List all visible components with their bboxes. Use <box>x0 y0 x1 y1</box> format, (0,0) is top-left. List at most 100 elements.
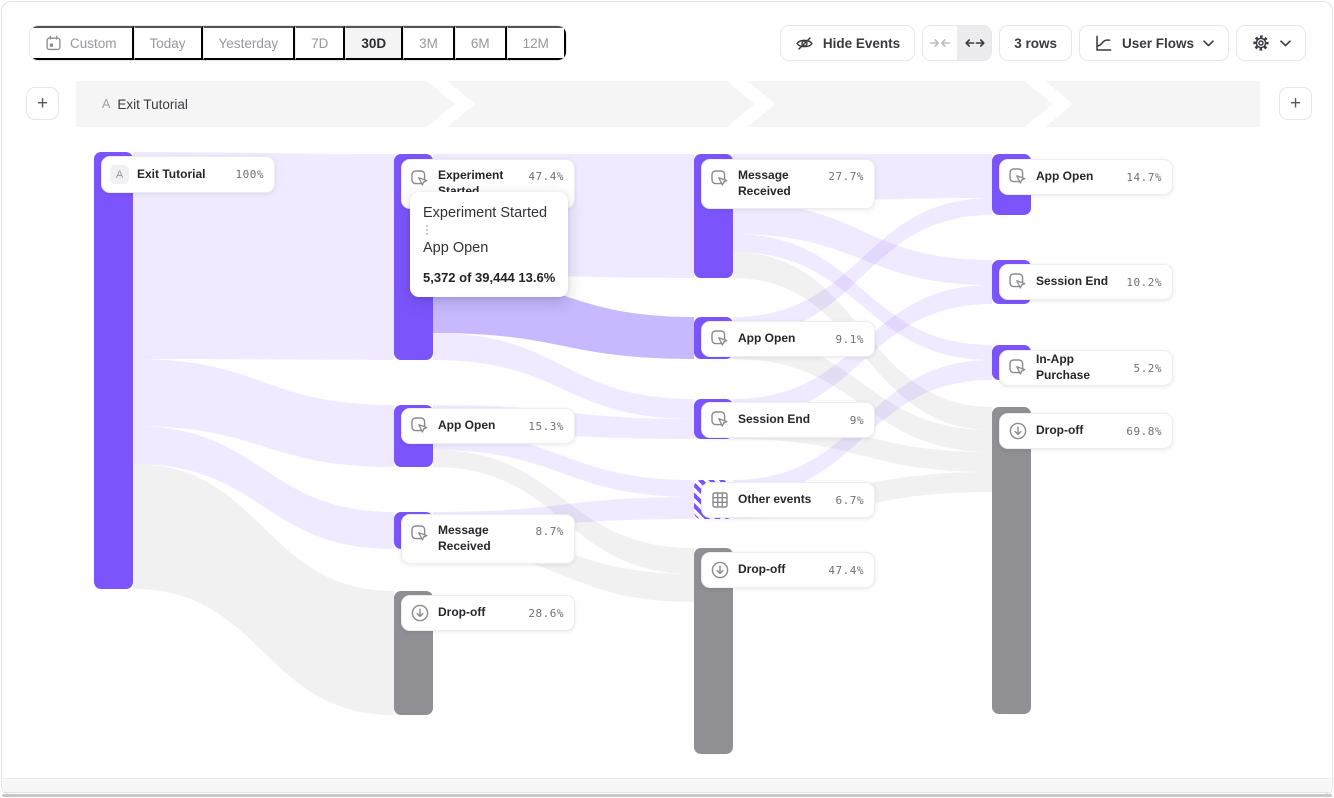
tooltip-stats: 5,372 of 39,444 13.6% <box>423 270 556 285</box>
node-card-experiment-started[interactable]: Experiment Started 47.4% <box>401 159 575 209</box>
node-label: App Open <box>1036 169 1094 184</box>
plus-icon: + <box>36 93 49 114</box>
node-card-message-received[interactable]: Message Received 27.7% <box>701 159 875 209</box>
rows-button[interactable]: 3 rows <box>999 25 1072 61</box>
flow-ribbon-highlighted[interactable] <box>433 274 694 359</box>
step-chevron-icon <box>1024 81 1072 127</box>
node-card-session-end[interactable]: Session End 10.2% <box>999 264 1173 300</box>
node-percentage: 69.8% <box>1126 424 1162 438</box>
node-label: App Open <box>438 418 496 433</box>
node-label: Session End <box>738 412 811 427</box>
date-range-12m[interactable]: 12M <box>506 26 566 60</box>
date-range-label: Today <box>149 35 186 51</box>
flow-ribbon[interactable] <box>733 202 992 285</box>
node-percentage: 14.7% <box>1126 170 1162 184</box>
plus-icon: + <box>1289 93 1302 114</box>
arrows-expand-icon <box>965 39 985 47</box>
add-step-right-button[interactable]: + <box>1279 87 1312 120</box>
click-event-icon <box>411 417 428 433</box>
column-width-control <box>922 25 993 61</box>
click-event-icon <box>1009 273 1026 289</box>
node-label: In-App Purchase <box>1036 352 1091 382</box>
date-range-yesterday[interactable]: Yesterday <box>202 26 296 60</box>
chevron-down-icon <box>1203 39 1214 46</box>
steps-bar[interactable]: A Exit Tutorial <box>76 81 1260 127</box>
toolbar: Custom Today Yesterday 7D 30D 3M 6M 12M Hide Ev… <box>2 2 1332 72</box>
node-label: Session End <box>1036 274 1109 289</box>
date-range-today[interactable]: Today <box>133 26 203 60</box>
date-range-label: 7D <box>311 35 329 51</box>
chevron-down-icon <box>1280 39 1291 46</box>
date-range-3m[interactable]: 3M <box>403 26 455 60</box>
date-range-control: Custom Today Yesterday 7D 30D 3M 6M 12M <box>29 25 567 61</box>
node-percentage: 9.1% <box>835 332 864 346</box>
node-card-message-received[interactable]: Message Received 8.7% <box>401 514 575 564</box>
node-label: Drop-off <box>438 605 486 620</box>
node-label: App Open <box>738 331 796 346</box>
hide-events-button[interactable]: Hide Events <box>779 25 916 61</box>
node-card-drop-off[interactable]: Drop-off 69.8% <box>999 413 1173 449</box>
date-range-30d[interactable]: 30D <box>345 26 404 60</box>
node-card-exit-tutorial[interactable]: A Exit Tutorial 100% <box>101 156 275 193</box>
node-label: Experiment Started <box>438 168 504 198</box>
node-percentage: 47.4% <box>828 563 864 577</box>
node-label: Message Received <box>738 168 791 198</box>
node-label: Other events <box>738 492 812 507</box>
click-event-icon <box>1009 168 1026 184</box>
node-card-other-events[interactable]: Other events 6.7% <box>701 482 875 518</box>
expand-columns-button[interactable] <box>957 26 992 60</box>
collapse-columns-button[interactable] <box>923 26 958 60</box>
click-event-icon <box>711 330 728 346</box>
date-range-label: Yesterday <box>218 35 279 51</box>
sankey-bar-exit-tutorial[interactable] <box>94 152 133 589</box>
click-event-icon <box>1009 359 1026 375</box>
grid-icon <box>712 492 728 508</box>
date-range-label: 3M <box>419 35 438 51</box>
node-card-app-open[interactable]: App Open 15.3% <box>401 408 575 444</box>
node-card-app-open[interactable]: App Open 9.1% <box>701 321 875 357</box>
view-selector-button[interactable]: User Flows <box>1078 25 1229 61</box>
date-range-label: Custom <box>70 35 117 51</box>
node-percentage: 9% <box>849 413 864 427</box>
drop-off-icon <box>711 561 729 579</box>
node-label: Message Received <box>438 523 491 553</box>
sankey-bar-drop-off[interactable] <box>992 407 1031 714</box>
eye-off-icon <box>796 36 813 50</box>
node-card-drop-off[interactable]: Drop-off 28.6% <box>401 595 575 631</box>
node-label: Drop-off <box>1036 423 1084 438</box>
step-segment-label: A Exit Tutorial <box>102 81 188 127</box>
step-chevron-icon <box>426 81 474 127</box>
node-percentage: 100% <box>235 168 264 181</box>
flow-ribbon[interactable] <box>133 359 394 467</box>
settings-button[interactable] <box>1236 25 1306 61</box>
flows-chart-icon <box>1096 35 1112 51</box>
view-selector-label: User Flows <box>1121 35 1194 51</box>
date-range-custom[interactable]: Custom <box>30 26 134 60</box>
node-percentage: 28.6% <box>528 606 564 620</box>
date-range-6m[interactable]: 6M <box>454 26 507 60</box>
node-badge: A <box>110 165 129 184</box>
step-badge: A <box>102 97 111 111</box>
node-percentage: 5.2% <box>1133 361 1162 375</box>
date-range-label: 6M <box>470 35 490 51</box>
node-card-in-app-purchase[interactable]: In-App Purchase 5.2% <box>999 350 1173 386</box>
node-card-app-open[interactable]: App Open 14.7% <box>999 159 1173 195</box>
footer-strip <box>3 778 1331 793</box>
tooltip-target-event: App Open <box>423 240 489 256</box>
date-range-7d[interactable]: 7D <box>295 26 346 60</box>
arrows-collapse-icon <box>930 39 951 47</box>
calendar-icon <box>46 35 61 50</box>
node-percentage: 47.4% <box>528 170 564 183</box>
node-card-session-end[interactable]: Session End 9% <box>701 402 875 438</box>
click-event-icon <box>411 525 428 541</box>
flow-ribbon[interactable] <box>133 426 394 549</box>
node-card-drop-off[interactable]: Drop-off 47.4% <box>701 552 875 588</box>
flow-ribbon[interactable] <box>733 198 992 337</box>
date-range-label: 12M <box>522 35 549 51</box>
hide-events-label: Hide Events <box>822 35 901 51</box>
node-percentage: 15.3% <box>528 419 564 433</box>
add-step-left-button[interactable]: + <box>26 87 59 120</box>
flow-ribbon[interactable] <box>133 464 394 715</box>
flow-ribbon[interactable] <box>433 333 694 419</box>
